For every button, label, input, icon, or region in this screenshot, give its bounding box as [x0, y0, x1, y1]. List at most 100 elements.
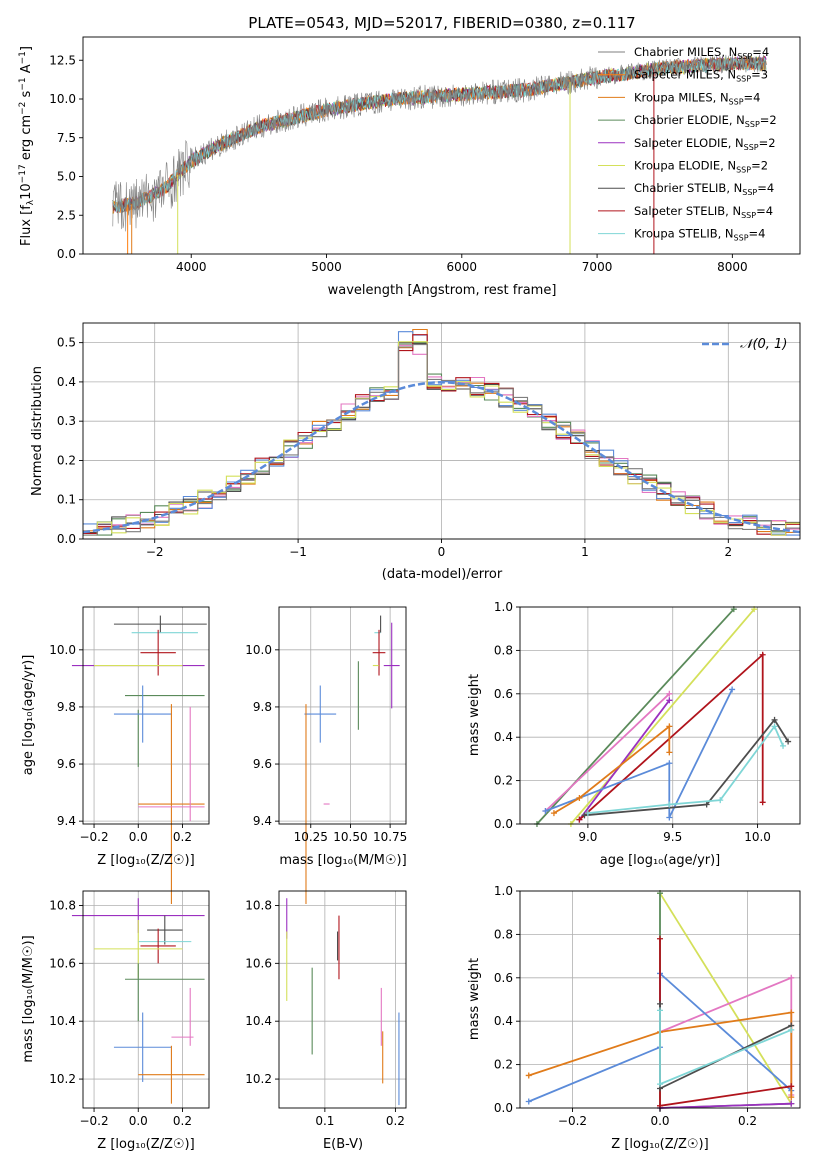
- y-tick-label: 9.4: [253, 814, 272, 828]
- weight-age-marker: [666, 697, 673, 704]
- weight-age-marker: [703, 801, 710, 808]
- x-tick-label: 0.2: [738, 1114, 757, 1128]
- weight-vs-metallicity-xlabel: Z [log₁₀(Z/Z☉)]: [611, 1137, 708, 1152]
- x-tick-label: 9.5: [663, 830, 682, 844]
- y-tick-label: 2.5: [57, 208, 76, 222]
- age-vs-mass-panel: 10.25 10.50 10.75 9.4 9.6 9.8 10.0 mass [log₁₀…: [245, 606, 407, 904]
- weight-vs-metallicity-panel: −0.2 0.0 0.2 0.0 0.2 0.4 0.6 0.8 1.0 Z [log₁₀(Z/…: [467, 884, 801, 1152]
- weight-age-marker: [771, 723, 778, 730]
- y-tick-label: 10.0: [49, 643, 76, 657]
- weight-vs-age-xlabel: age [log₁₀(age/yr)]: [600, 853, 721, 868]
- y-tick-label: 10.8: [245, 898, 272, 912]
- mass-vs-metallicity-ylabel: mass [log₁₀(M/M☉)]: [21, 935, 36, 1062]
- weight-age-line-kroupa_miles: [553, 724, 671, 814]
- age-vs-mass-frame: [278, 606, 407, 825]
- y-tick-label: 1.0: [494, 884, 513, 898]
- weight-age-marker: [759, 651, 766, 658]
- legend-label-kroupa_elodie: Kroupa ELODIE, NSSP=2: [634, 159, 768, 175]
- x-tick-label: 0: [438, 545, 446, 559]
- y-tick-label: 10.0: [49, 92, 76, 106]
- residuals-ylabel: Normed distribution: [30, 366, 45, 496]
- weight-age-marker: [780, 742, 787, 749]
- y-tick-label: 10.2: [245, 1072, 272, 1086]
- y-tick-label: 12.5: [49, 53, 76, 67]
- y-tick-label: 1.0: [494, 600, 513, 614]
- spectrum-panel: PLATE=0543, MJD=52017, FIBERID=0380, z=0…: [18, 14, 801, 298]
- weight-z-line-kroupa_elodie: [659, 892, 793, 1105]
- spectrum-legend: Chabrier MILES, NSSP=4 Salpeter MILES, NS…: [598, 45, 777, 243]
- y-tick-label: 0.4: [57, 375, 76, 389]
- spectrum-axes-frame: [82, 36, 801, 255]
- y-tick-label: 5.0: [57, 170, 76, 184]
- x-tick-label: 10.75: [373, 830, 407, 844]
- weight-age-marker: [666, 690, 673, 697]
- weight-age-marker: [717, 797, 724, 804]
- mass-vs-metallicity-frame: [82, 890, 210, 1109]
- y-tick-label: 10.8: [49, 898, 76, 912]
- x-tick-label: 4000: [176, 260, 207, 274]
- weight-vs-age-frame: [519, 606, 801, 825]
- residuals-xlabel: (data-model)/error: [382, 567, 503, 582]
- y-tick-label: 7.5: [57, 131, 76, 145]
- weight-z-marker: [788, 1100, 795, 1107]
- y-tick-label: 0.0: [57, 247, 76, 261]
- y-tick-label: 10.4: [245, 1014, 272, 1028]
- weight-z-line-kroupa_miles: [528, 1011, 793, 1098]
- weight-age-marker: [759, 799, 766, 806]
- normal-legend-label: 𝒩(0, 1): [740, 337, 787, 352]
- y-tick-label: 0.8: [494, 927, 513, 941]
- weight-z-marker: [525, 1072, 532, 1079]
- x-tick-label: 10.25: [294, 830, 328, 844]
- mass-vs-ebv-xlabel: E(B-V): [323, 1137, 363, 1152]
- mass-vs-ebv-frame: [278, 890, 407, 1109]
- weight-age-line-pink: [544, 693, 670, 812]
- weight-age-marker: [576, 816, 583, 823]
- weight-age-line-blue: [545, 689, 733, 818]
- weight-age-marker: [666, 801, 673, 808]
- weight-age-marker: [581, 812, 588, 819]
- weight-z-marker: [788, 1026, 795, 1033]
- weight-age-line-chabrier_stelib: [584, 718, 789, 817]
- histogram-salpeter_stelib: [83, 334, 800, 536]
- x-tick-label: 5000: [311, 260, 342, 274]
- spectrum-ylabel: Flux [fλ10−17 erg cm−2 s−1 A−1]: [18, 46, 36, 246]
- spectrum-xlabel: wavelength [Angstrom, rest frame]: [328, 283, 557, 298]
- age-vs-metallicity-ylabel: age [log₁₀(age/yr)]: [21, 655, 36, 776]
- legend-label-chabrier_elodie: Chabrier ELODIE, NSSP=2: [634, 113, 777, 129]
- y-tick-label: 9.4: [57, 814, 76, 828]
- weight-z-line-salpeter_elodie: [659, 1102, 792, 1109]
- legend-label-salpeter_stelib: Salpeter STELIB, NSSP=4: [634, 204, 773, 220]
- x-tick-label: 0.2: [173, 1114, 192, 1128]
- x-tick-label: 7000: [582, 260, 613, 274]
- legend-label-salpeter_miles: Salpeter MILES, NSSP=3: [634, 68, 768, 84]
- weight-z-marker: [788, 1009, 795, 1016]
- y-tick-label: 9.8: [57, 700, 76, 714]
- x-tick-label: 0.1: [315, 1114, 334, 1128]
- weight-z-marker: [657, 1081, 663, 1088]
- y-tick-label: 0.2: [494, 774, 513, 788]
- histogram-chabrier_elodie: [83, 341, 800, 536]
- mass-vs-ebv-panel: 0.1 0.2 10.2 10.4 10.6 10.8 E(B-V): [245, 890, 407, 1152]
- age-vs-metallicity-frame: [82, 606, 210, 825]
- weight-age-marker: [584, 810, 591, 817]
- weight-z-marker: [657, 935, 663, 942]
- weight-age-marker: [666, 723, 673, 730]
- weight-age-marker: [771, 716, 778, 723]
- y-tick-label: 0.3: [57, 414, 76, 428]
- x-tick-label: −1: [289, 545, 307, 559]
- x-tick-label: 2: [724, 545, 732, 559]
- weight-z-marker: [788, 1083, 795, 1090]
- weight-z-marker: [525, 1098, 532, 1105]
- mass-vs-metallicity-xlabel: Z [log₁₀(Z/Z☉)]: [97, 1137, 194, 1152]
- x-tick-label: 10.0: [744, 830, 771, 844]
- y-tick-label: 0.0: [57, 532, 76, 546]
- legend-label-chabrier_miles: Chabrier MILES, NSSP=4: [634, 45, 769, 61]
- x-tick-label: 10.50: [333, 830, 367, 844]
- x-tick-label: 0.0: [129, 1114, 148, 1128]
- x-tick-label: 0.2: [386, 1114, 405, 1128]
- y-tick-label: 9.6: [57, 757, 76, 771]
- y-tick-label: 0.0: [494, 817, 513, 831]
- y-tick-label: 0.2: [57, 453, 76, 467]
- weight-z-marker: [788, 974, 795, 981]
